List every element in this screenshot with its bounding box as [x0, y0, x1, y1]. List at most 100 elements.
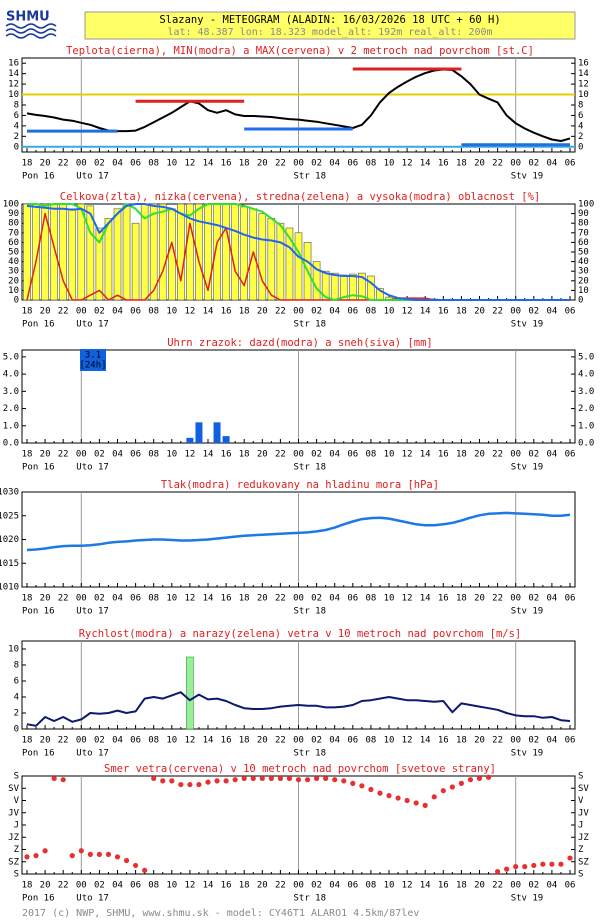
direction-dot [314, 775, 320, 782]
y-tick-label: 10 [8, 90, 19, 100]
panel-title: Teplota(cierna), MIN(modra) a MAX(cerven… [66, 45, 534, 57]
x-tick-label: 08 [365, 159, 376, 169]
bar [267, 218, 276, 301]
day-label: Str 18 [294, 463, 327, 473]
x-tick-label: 04 [546, 594, 557, 604]
x-tick-label: 18 [239, 736, 250, 746]
x-tick-label: 00 [76, 450, 87, 460]
x-tick-label: 22 [58, 159, 69, 169]
y-tick-label: 12 [8, 80, 19, 90]
x-tick-label: 12 [402, 159, 413, 169]
bar [367, 275, 375, 301]
y-tick-label: 80 [578, 219, 589, 229]
y-tick-label: 10 [578, 90, 589, 100]
direction-dot [250, 775, 256, 782]
x-tick-label: 04 [112, 736, 123, 746]
y-tick-label: 5.0 [578, 352, 594, 362]
x-tick-label: 12 [184, 881, 195, 891]
y-tick-label: 8 [14, 101, 19, 111]
y-tick-label: 2 [14, 132, 19, 142]
x-tick-label: 04 [329, 159, 340, 169]
direction-dot [540, 861, 546, 867]
x-tick-label: 20 [40, 450, 51, 460]
direction-dot [241, 775, 247, 782]
direction-dot [504, 866, 510, 872]
x-tick-label: 18 [456, 159, 467, 169]
y-tick-label: S [14, 772, 19, 782]
x-tick-label: 20 [257, 881, 268, 891]
y-tick-label: J [14, 821, 19, 831]
x-tick-label: 06 [565, 736, 576, 746]
x-tick-label: 12 [184, 307, 195, 317]
day-label: Stv 19 [511, 894, 544, 904]
bar [195, 203, 203, 301]
direction-dot [513, 864, 519, 870]
x-tick-label: 16 [221, 450, 232, 460]
x-tick-label: 08 [365, 450, 376, 460]
direction-dot [341, 778, 347, 784]
y-tick-label: Z [578, 845, 584, 855]
x-tick-label: 14 [203, 594, 214, 604]
y-tick-label: 1030 [0, 488, 19, 498]
bar [222, 436, 230, 443]
x-tick-label: 10 [166, 736, 177, 746]
x-tick-label: 10 [166, 881, 177, 891]
x-tick-label: 10 [384, 594, 395, 604]
x-tick-label: 08 [365, 307, 376, 317]
direction-dot [422, 802, 428, 809]
panel-title: Celkova(zlta), nizka(cervena), stredna(z… [60, 191, 540, 203]
header-box [84, 11, 576, 40]
y-tick-label: 14 [578, 69, 589, 79]
y-tick-label: 1010 [0, 583, 19, 593]
y-tick-label: SV [578, 784, 589, 794]
direction-dot [151, 775, 157, 782]
x-tick-label: 06 [565, 450, 576, 460]
direction-dot [323, 775, 329, 782]
y-tick-label: 16 [8, 59, 19, 69]
direction-dot [431, 794, 437, 800]
x-tick-label: 06 [347, 594, 358, 604]
x-tick-label: 02 [94, 881, 105, 891]
x-tick-label: 18 [22, 159, 33, 169]
x-tick-label: 20 [40, 159, 51, 169]
day-label: Uto 17 [76, 463, 109, 473]
y-tick-label: 4.0 [578, 370, 594, 380]
x-tick-label: 12 [402, 881, 413, 891]
series-line [135, 67, 462, 103]
direction-dot [78, 848, 84, 854]
direction-dot [395, 795, 401, 801]
bar [149, 203, 158, 301]
x-tick-label: 02 [94, 450, 105, 460]
x-tick-label: 06 [565, 159, 576, 169]
direction-dot [567, 855, 573, 861]
direction-dot [178, 781, 184, 788]
x-tick-label: 04 [546, 736, 557, 746]
x-tick-label: 14 [203, 159, 214, 169]
x-tick-label: 16 [438, 307, 449, 317]
x-tick-label: 02 [94, 594, 105, 604]
header-subtitle: lat: 48.387 lon: 18.323 model_alt: 192m … [167, 27, 492, 38]
x-tick-label: 04 [329, 450, 340, 460]
x-tick-label: 06 [565, 307, 576, 317]
bar [113, 208, 122, 301]
direction-dot [558, 861, 564, 867]
y-tick-label: 6 [14, 111, 19, 121]
x-tick-label: 22 [275, 450, 286, 460]
day-label: Stv 19 [511, 320, 544, 330]
x-tick-label: 08 [148, 307, 159, 317]
bar [77, 203, 86, 301]
x-tick-label: 02 [311, 594, 322, 604]
x-tick-label: 04 [112, 307, 123, 317]
x-tick-label: 14 [420, 881, 431, 891]
x-tick-label: 22 [492, 159, 503, 169]
x-tick-label: 00 [293, 450, 304, 460]
y-tick-label: 8 [14, 661, 19, 671]
x-tick-label: 22 [58, 594, 69, 604]
bar [213, 422, 221, 443]
bar [294, 232, 303, 301]
y-tick-label: 60 [8, 238, 19, 248]
day-label: Str 18 [294, 172, 327, 182]
y-tick-label: Z [14, 845, 20, 855]
x-tick-label: 02 [94, 736, 105, 746]
